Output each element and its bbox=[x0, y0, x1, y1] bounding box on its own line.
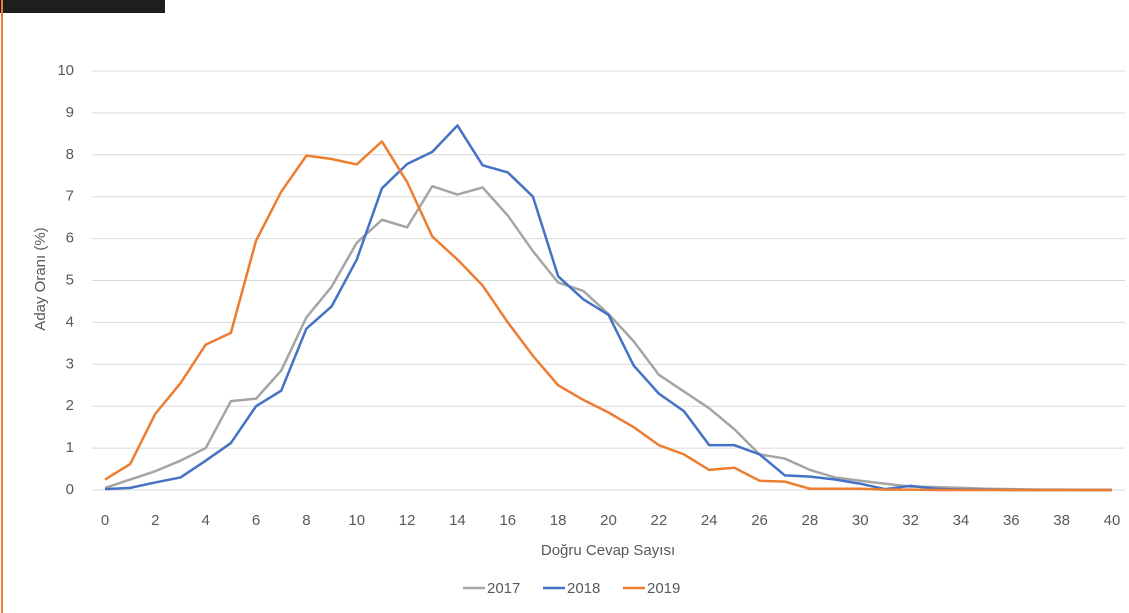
x-tick-label: 28 bbox=[802, 512, 819, 529]
x-tick-label: 36 bbox=[1003, 512, 1020, 529]
y-tick-label: 6 bbox=[66, 230, 74, 247]
y-tick-label: 7 bbox=[66, 188, 74, 205]
y-tick-label: 9 bbox=[66, 104, 74, 121]
y-tick-label: 4 bbox=[66, 313, 74, 330]
x-tick-label: 20 bbox=[600, 512, 617, 529]
y-tick-label: 2 bbox=[66, 397, 74, 414]
x-tick-label: 6 bbox=[252, 512, 260, 529]
legend-label: 2018 bbox=[567, 580, 600, 597]
header-tab bbox=[0, 0, 165, 13]
legend-label: 2017 bbox=[487, 580, 520, 597]
x-tick-label: 8 bbox=[302, 512, 310, 529]
x-tick-label: 12 bbox=[399, 512, 416, 529]
x-tick-label: 30 bbox=[852, 512, 869, 529]
x-tick-label: 4 bbox=[202, 512, 210, 529]
x-tick-label: 2 bbox=[151, 512, 159, 529]
x-tick-label: 18 bbox=[550, 512, 567, 529]
x-tick-label: 32 bbox=[902, 512, 919, 529]
y-tick-label: 10 bbox=[57, 62, 74, 79]
y-tick-label: 1 bbox=[66, 439, 74, 456]
y-tick-label: 3 bbox=[66, 355, 74, 372]
x-tick-label: 10 bbox=[348, 512, 365, 529]
x-tick-label: 38 bbox=[1053, 512, 1070, 529]
x-tick-label: 24 bbox=[701, 512, 718, 529]
x-tick-label: 0 bbox=[101, 512, 109, 529]
x-tick-label: 14 bbox=[449, 512, 466, 529]
y-axis-title: Aday Oranı (%) bbox=[32, 227, 49, 330]
x-tick-label: 16 bbox=[499, 512, 516, 529]
y-tick-label: 8 bbox=[66, 146, 74, 163]
series-line bbox=[104, 140, 1112, 492]
legend-label: 2019 bbox=[647, 580, 680, 597]
y-tick-label: 0 bbox=[66, 481, 74, 498]
x-tick-label: 34 bbox=[953, 512, 970, 529]
x-tick-label: 22 bbox=[651, 512, 668, 529]
x-axis-title: Doğru Cevap Sayısı bbox=[541, 542, 675, 559]
x-tick-label: 40 bbox=[1104, 512, 1121, 529]
y-tick-label: 5 bbox=[66, 271, 74, 288]
x-tick-label: 26 bbox=[751, 512, 768, 529]
